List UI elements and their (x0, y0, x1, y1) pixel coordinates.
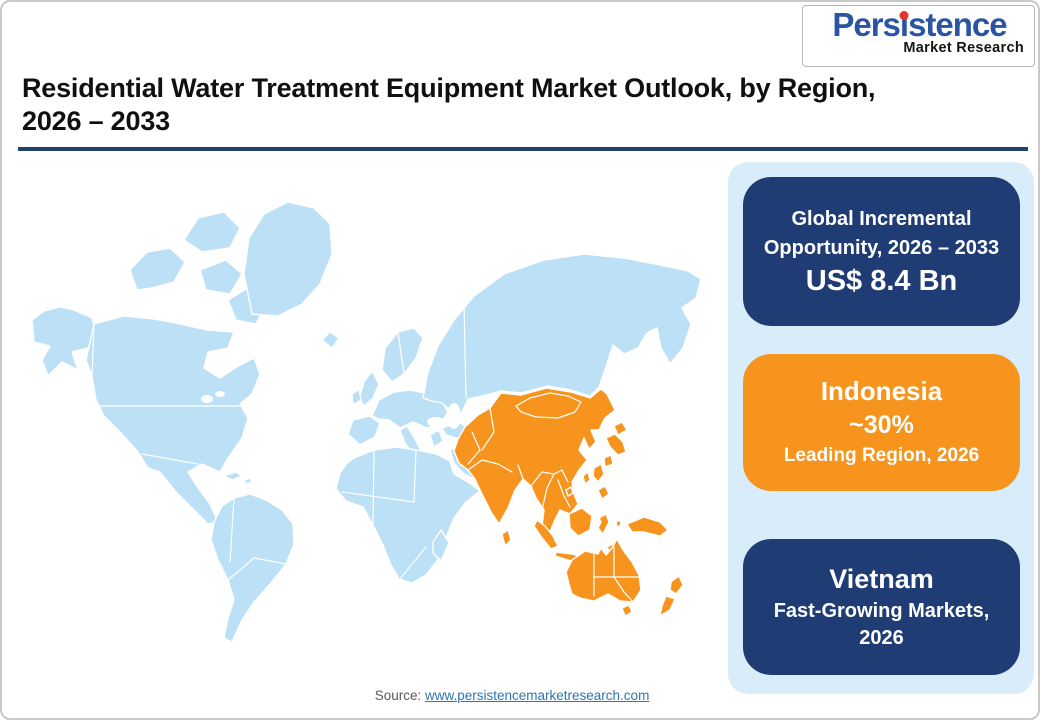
region-borneo (568, 507, 593, 537)
card-fast-growing: Vietnam Fast-Growing Markets, 2026 (743, 539, 1020, 675)
region-south-america (210, 493, 295, 643)
region-ireland (351, 388, 362, 406)
region-new-zealand-north (669, 575, 684, 595)
region-sulawesi (597, 513, 610, 535)
logo-brand-text: Pers (832, 6, 901, 43)
page-title-line1: Residential Water Treatment Equipment Ma… (22, 73, 876, 103)
source-label: Source: (374, 688, 422, 703)
region-alaska (31, 306, 97, 377)
region-russia-central-asia (422, 253, 702, 415)
page-title: Residential Water Treatment Equipment Ma… (22, 72, 1007, 139)
region-tasmania (621, 604, 633, 617)
region-iberia (347, 415, 381, 446)
region-asia-pacific-mainland (453, 387, 616, 535)
region-canadian-arctic (199, 259, 243, 295)
region-iceland (321, 331, 340, 349)
region-philippines-mindanao (597, 485, 610, 500)
region-madagascar (432, 529, 450, 562)
country-borders-highlight (467, 392, 640, 603)
region-japan-honshu (605, 433, 627, 456)
lakes (201, 391, 461, 429)
source-line: Source: www.persistencemarketresearch.co… (282, 688, 742, 703)
card-growth-title: Vietnam (829, 564, 934, 595)
source-link[interactable]: www.persistencemarketresearch.com (424, 688, 650, 703)
card-global-opportunity: Global Incremental Opportunity, 2026 – 2… (743, 177, 1020, 326)
logo-red-dot-icon (899, 11, 909, 20)
logo: Persi stence Market Research (802, 5, 1035, 67)
logo-brand: Persi stence (832, 6, 1007, 43)
region-greenland (243, 201, 333, 317)
country-borders (91, 301, 467, 581)
card-leading-title: Indonesia (820, 376, 943, 407)
region-canadian-arctic (129, 247, 186, 291)
region-philippines-luzon (592, 463, 605, 483)
title-underline (18, 147, 1028, 151)
region-sumatra (533, 519, 559, 550)
card-global-heading: Global Incremental Opportunity, 2026 – 2… (763, 208, 1000, 259)
region-north-america (85, 315, 261, 525)
region-cuba (223, 471, 243, 481)
region-new-zealand-south (659, 595, 676, 617)
region-scandinavia (381, 327, 424, 383)
region-new-guinea (626, 516, 669, 537)
region-moluccas (615, 519, 622, 528)
logo-tagline: Market Research (903, 39, 1024, 56)
logo-letter-i: i (899, 6, 909, 43)
page-title-line2: 2026 – 2033 (22, 106, 170, 137)
card-growth-subtitle: Fast-Growing Markets, 2026 (773, 599, 990, 649)
region-united-kingdom (358, 370, 380, 407)
region-hainan (565, 486, 574, 497)
region-taiwan (582, 471, 591, 485)
region-hispaniola (243, 477, 253, 485)
region-australia (565, 538, 642, 603)
card-leading-subtitle: Leading Region, 2026 (783, 444, 980, 466)
region-canadian-arctic (183, 211, 241, 253)
region-japan-hokkaido (613, 421, 628, 436)
region-sri-lanka (501, 529, 512, 547)
region-japan-kyushu (603, 454, 614, 468)
card-global-value: US$ 8.4 Bn (805, 264, 958, 297)
region-greece (429, 429, 444, 448)
card-leading-value: ~30% (849, 411, 914, 440)
card-leading-region: Indonesia ~30% Leading Region, 2026 (743, 354, 1020, 491)
